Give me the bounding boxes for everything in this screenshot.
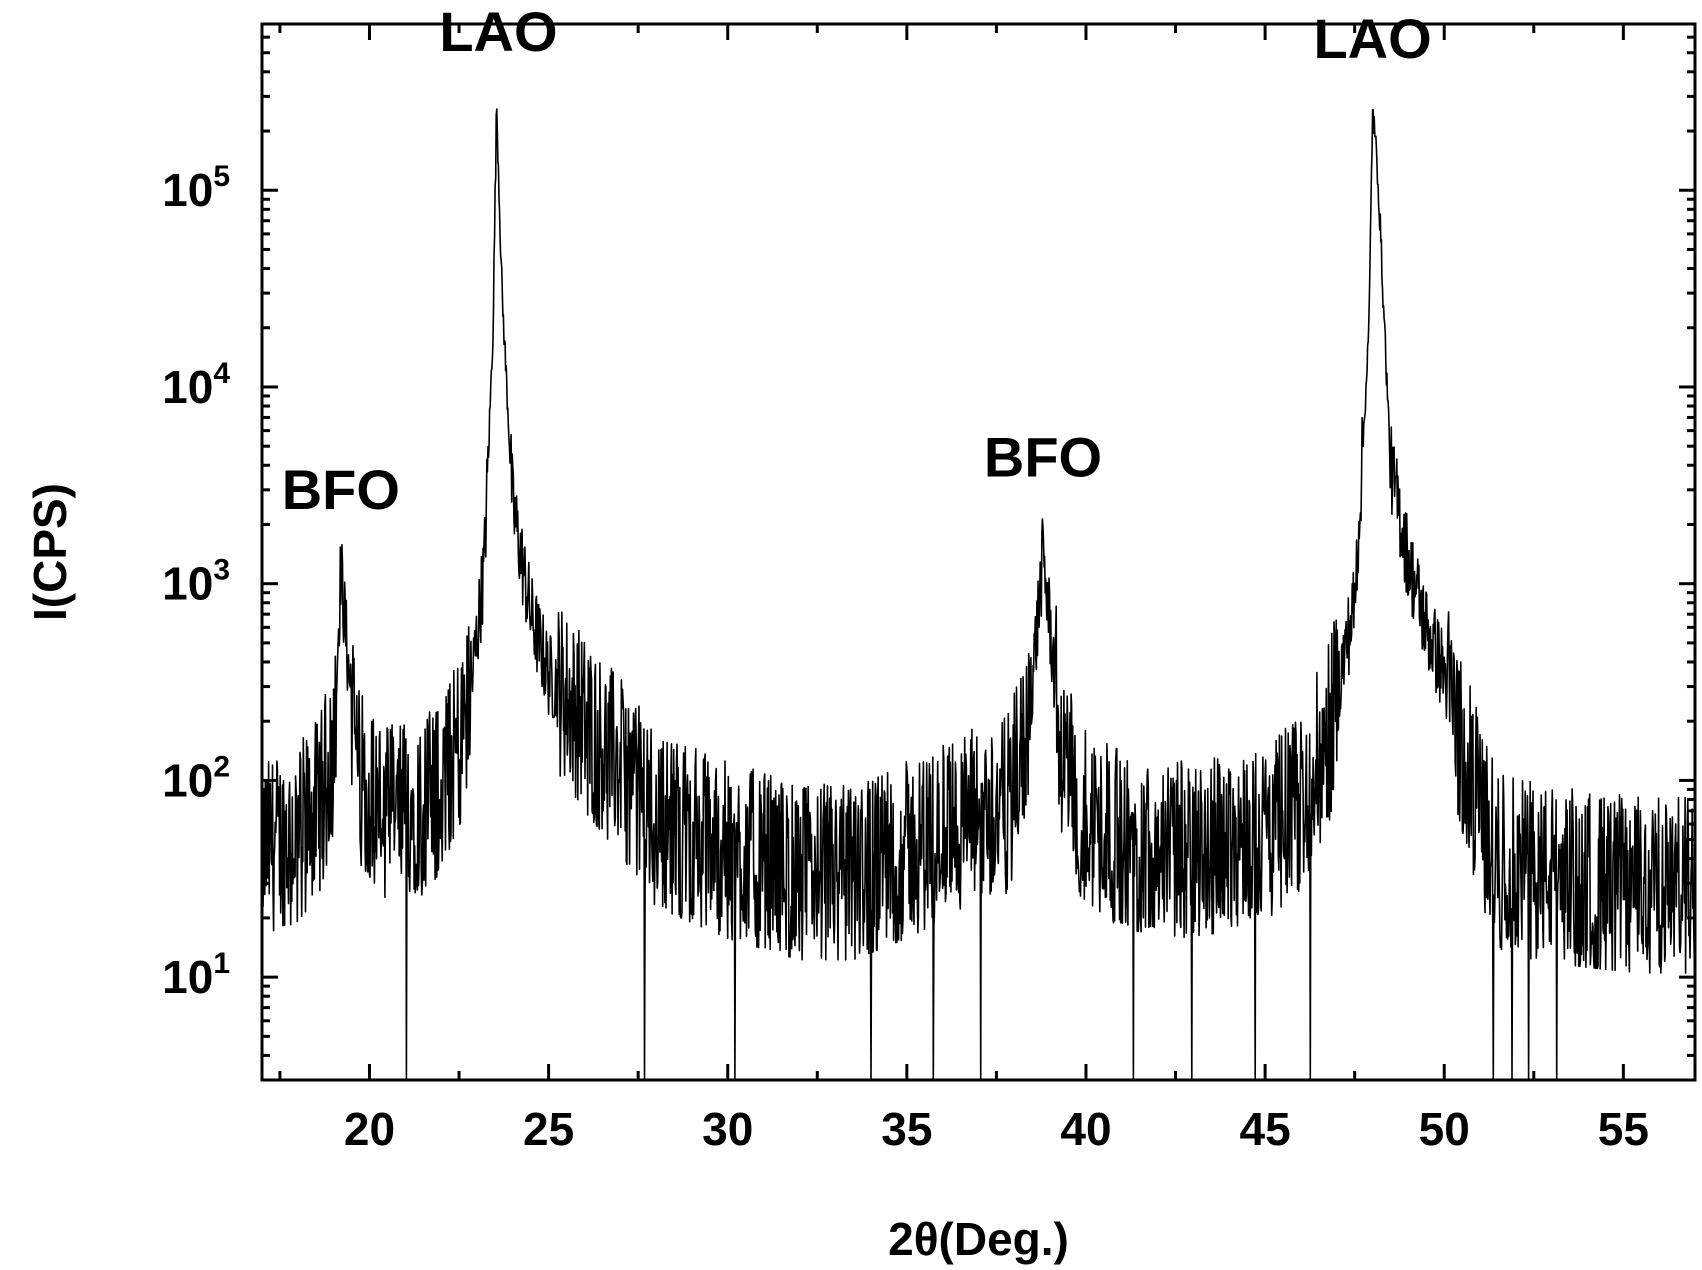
y-tick-label: 105 <box>162 160 230 216</box>
x-tick-label: 50 <box>1419 1103 1470 1155</box>
xrd-intensity-line <box>262 109 1695 1080</box>
x-tick-label: 55 <box>1598 1103 1649 1155</box>
x-axis-title: 2θ(Deg.) <box>888 1213 1069 1265</box>
y-tick-label: 103 <box>162 554 230 610</box>
x-tick-label: 35 <box>881 1103 932 1155</box>
peak-annotation: LAO <box>439 0 557 63</box>
x-tick-label: 40 <box>1060 1103 1111 1155</box>
tick-labels-group: 20 25 30 35 40 45 50 55 101 102 103 104 105 <box>162 160 1649 1155</box>
x-tick-label: 25 <box>523 1103 574 1155</box>
x-tick-label: 30 <box>702 1103 753 1155</box>
x-tick-label: 20 <box>344 1103 395 1155</box>
peak-annotation: BFO <box>984 426 1102 489</box>
y-axis-title: I(CPS) <box>24 483 76 621</box>
peak-annotation: BFO <box>282 458 400 521</box>
plot-frame-group <box>262 24 1695 1080</box>
y-tick-label: 102 <box>162 750 230 806</box>
x-tick-label: 45 <box>1240 1103 1291 1155</box>
plot-frame <box>262 24 1695 1080</box>
y-tick-label: 101 <box>162 947 230 1003</box>
ticks-group <box>262 24 1695 1080</box>
peak-annotation: LAO <box>1313 7 1431 70</box>
peak-annotations-group: BFO LAO BFO LAO <box>282 0 1432 521</box>
y-tick-label: 104 <box>162 357 230 413</box>
